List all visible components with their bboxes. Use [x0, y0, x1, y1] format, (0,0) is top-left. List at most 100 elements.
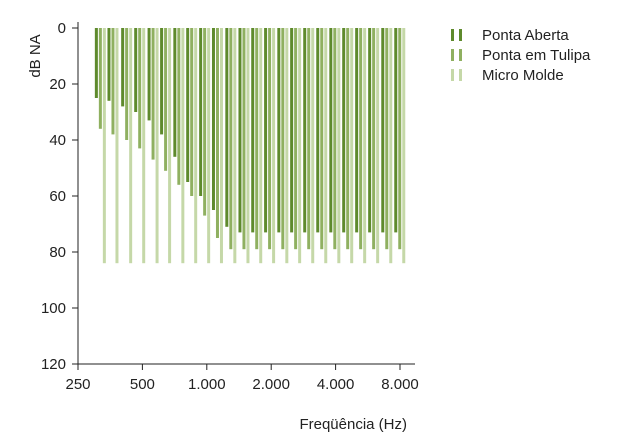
legend-swatch	[451, 29, 454, 41]
bar-micro-molde-11	[246, 28, 250, 264]
bar-ponta-aberta-16	[303, 28, 307, 233]
bars-group	[94, 28, 406, 264]
bar-ponta-aberta-2	[121, 28, 125, 107]
x-tick-label: 500	[130, 376, 155, 393]
legend-label: Ponta Aberta	[482, 27, 569, 44]
x-tick-label: 4.000	[317, 376, 355, 393]
axes-group	[77, 22, 415, 365]
bar-micro-molde-19	[350, 28, 354, 264]
bar-ponta-em-tulipa-21	[372, 28, 376, 250]
bar-ponta-em-tulipa-4	[151, 28, 155, 160]
bar-ponta-aberta-15	[290, 28, 294, 233]
bar-micro-molde-2	[129, 28, 133, 264]
bar-ponta-em-tulipa-19	[346, 28, 350, 250]
bar-ponta-aberta-7	[186, 28, 190, 182]
bar-ponta-em-tulipa-17	[320, 28, 324, 250]
bar-ponta-aberta-10	[225, 28, 229, 227]
bar-ponta-aberta-19	[342, 28, 346, 233]
bar-ponta-em-tulipa-14	[281, 28, 285, 250]
y-tick-label: 120	[41, 356, 66, 373]
y-ticks-group: 0 20 40 60 80 100 120	[41, 20, 78, 373]
bar-ponta-em-tulipa-22	[385, 28, 389, 250]
bar-micro-molde-1	[115, 28, 119, 264]
bar-ponta-aberta-21	[368, 28, 372, 233]
bar-micro-molde-0	[102, 28, 106, 264]
bar-ponta-em-tulipa-6	[177, 28, 181, 185]
legend-label: Ponta em Tulipa	[482, 47, 591, 64]
legend-swatch	[459, 69, 462, 81]
bar-micro-molde-13	[272, 28, 276, 264]
bar-ponta-em-tulipa-18	[333, 28, 337, 250]
x-axis-title: Freqüência (Hz)	[299, 416, 407, 432]
bar-ponta-aberta-4	[147, 28, 151, 121]
y-tick-label: 0	[58, 20, 66, 37]
bar-micro-molde-8	[207, 28, 211, 264]
bar-micro-molde-18	[337, 28, 341, 264]
bar-ponta-aberta-8	[199, 28, 203, 196]
bar-micro-molde-5	[168, 28, 172, 264]
bar-ponta-aberta-20	[355, 28, 359, 233]
bar-ponta-em-tulipa-16	[307, 28, 311, 250]
bar-ponta-aberta-1	[107, 28, 111, 101]
legend-swatch	[451, 69, 454, 81]
bar-ponta-aberta-9	[211, 28, 215, 210]
bar-micro-molde-12	[259, 28, 263, 264]
bar-ponta-aberta-14	[277, 28, 281, 233]
bar-ponta-em-tulipa-3	[138, 28, 142, 149]
bar-ponta-em-tulipa-12	[255, 28, 259, 250]
bar-ponta-em-tulipa-8	[203, 28, 207, 216]
bar-ponta-em-tulipa-1	[111, 28, 115, 135]
bar-micro-molde-20	[363, 28, 367, 264]
bar-ponta-aberta-13	[264, 28, 268, 233]
bar-ponta-em-tulipa-9	[215, 28, 219, 238]
bar-micro-molde-14	[285, 28, 289, 264]
y-tick-label: 80	[49, 244, 66, 261]
bar-ponta-aberta-22	[381, 28, 385, 233]
bar-ponta-aberta-3	[134, 28, 138, 112]
legend: Ponta Aberta Ponta em Tulipa Micro Molde	[451, 27, 591, 84]
y-tick-label: 60	[49, 188, 66, 205]
bar-ponta-aberta-17	[316, 28, 320, 233]
y-axis-title: dB NA	[27, 34, 44, 77]
bar-micro-molde-22	[389, 28, 393, 264]
bar-ponta-em-tulipa-7	[190, 28, 194, 196]
bar-ponta-aberta-18	[329, 28, 333, 233]
x-ticks-group: 250 500 1.000 2.000 4.000 8.000	[65, 364, 419, 393]
bar-ponta-em-tulipa-13	[268, 28, 272, 250]
legend-swatch	[459, 49, 462, 61]
bar-ponta-em-tulipa-23	[398, 28, 402, 250]
bar-ponta-aberta-12	[251, 28, 255, 233]
bar-micro-molde-21	[376, 28, 380, 264]
x-tick-label: 250	[65, 376, 90, 393]
bar-ponta-aberta-5	[160, 28, 164, 135]
bar-micro-molde-4	[155, 28, 159, 264]
bar-ponta-aberta-23	[394, 28, 398, 233]
bar-ponta-em-tulipa-5	[164, 28, 168, 171]
bar-ponta-em-tulipa-0	[98, 28, 102, 129]
y-tick-label: 20	[49, 76, 66, 93]
bar-ponta-aberta-6	[173, 28, 177, 157]
y-tick-label: 100	[41, 300, 66, 317]
x-tick-label: 2.000	[252, 376, 290, 393]
bar-micro-molde-7	[194, 28, 198, 264]
bar-micro-molde-3	[142, 28, 146, 264]
bar-micro-molde-17	[324, 28, 328, 264]
bar-ponta-aberta-0	[94, 28, 98, 98]
legend-swatch	[451, 49, 454, 61]
bar-micro-molde-9	[219, 28, 223, 264]
bar-ponta-em-tulipa-20	[359, 28, 363, 250]
legend-label: Micro Molde	[482, 67, 564, 84]
bar-micro-molde-23	[402, 28, 406, 264]
bar-ponta-em-tulipa-10	[229, 28, 233, 250]
bar-ponta-aberta-11	[238, 28, 242, 233]
bar-micro-molde-6	[181, 28, 185, 264]
legend-swatch	[459, 29, 462, 41]
bar-micro-molde-16	[311, 28, 315, 264]
x-tick-label: 8.000	[381, 376, 419, 393]
bar-micro-molde-10	[233, 28, 237, 264]
x-tick-label: 1.000	[188, 376, 226, 393]
y-tick-label: 40	[49, 132, 66, 149]
bar-micro-molde-15	[298, 28, 302, 264]
bar-ponta-em-tulipa-2	[125, 28, 129, 140]
